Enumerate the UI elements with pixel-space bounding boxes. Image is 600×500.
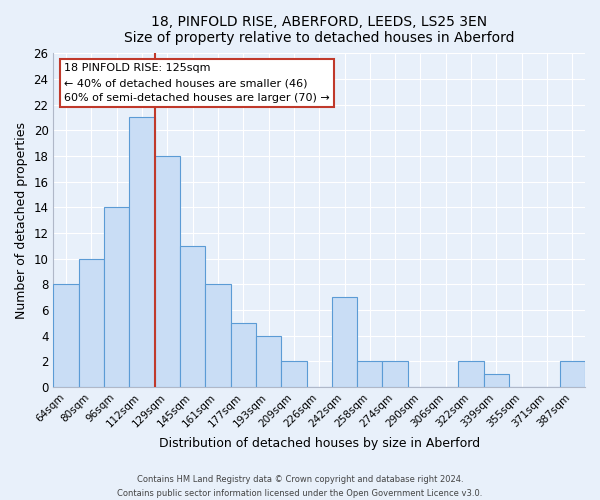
Bar xyxy=(180,246,205,387)
Bar xyxy=(130,118,155,387)
Text: Contains HM Land Registry data © Crown copyright and database right 2024.
Contai: Contains HM Land Registry data © Crown c… xyxy=(118,476,482,498)
Bar xyxy=(382,362,408,387)
Bar xyxy=(205,284,230,387)
Bar xyxy=(332,297,357,387)
Bar xyxy=(357,362,382,387)
Bar xyxy=(256,336,281,387)
Text: 18 PINFOLD RISE: 125sqm
← 40% of detached houses are smaller (46)
60% of semi-de: 18 PINFOLD RISE: 125sqm ← 40% of detache… xyxy=(64,64,330,103)
Bar xyxy=(53,284,79,387)
Bar xyxy=(104,208,130,387)
Bar xyxy=(484,374,509,387)
Y-axis label: Number of detached properties: Number of detached properties xyxy=(15,122,28,318)
Bar xyxy=(560,362,585,387)
Bar xyxy=(79,258,104,387)
X-axis label: Distribution of detached houses by size in Aberford: Distribution of detached houses by size … xyxy=(158,437,480,450)
Bar xyxy=(458,362,484,387)
Bar xyxy=(230,323,256,387)
Title: 18, PINFOLD RISE, ABERFORD, LEEDS, LS25 3EN
Size of property relative to detache: 18, PINFOLD RISE, ABERFORD, LEEDS, LS25 … xyxy=(124,15,514,45)
Bar xyxy=(281,362,307,387)
Bar xyxy=(155,156,180,387)
